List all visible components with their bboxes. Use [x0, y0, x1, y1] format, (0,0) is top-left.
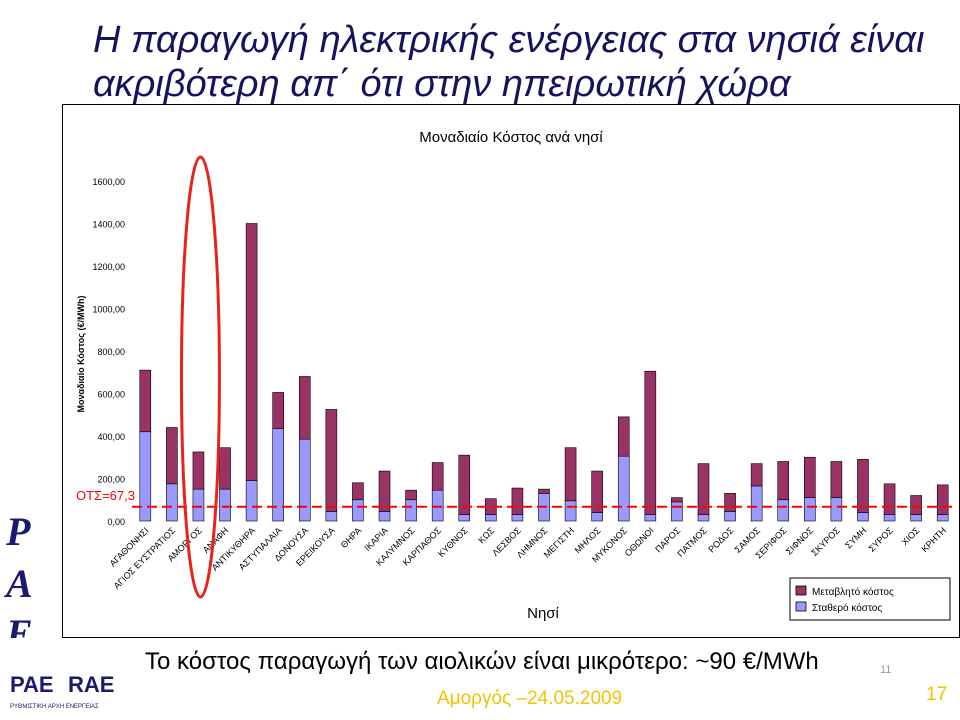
bar-fixed-cost: [724, 511, 736, 522]
y-tick-label: 1400,00: [92, 220, 125, 230]
legend: Μεταβλητό κόστος Σταθερό κόστος: [789, 577, 951, 621]
y-tick-label: 200,00: [97, 475, 125, 485]
bar-fixed-cost: [431, 489, 444, 522]
unit-cost-chart: Μοναδιαίο Κόστος ανά νησί Μοναδιαίο Κόστ…: [62, 104, 960, 638]
y-tick-label: 1000,00: [92, 305, 125, 315]
page-number: 17: [926, 684, 948, 705]
legend-swatch-fixed: [795, 601, 807, 612]
bar-variable-cost: [910, 495, 922, 515]
bar-fixed-cost: [910, 514, 922, 522]
bar-fixed-cost: [617, 455, 630, 522]
bar-fixed-cost: [192, 488, 205, 522]
bar-fixed-cost: [352, 499, 364, 522]
bar-variable-cost: [617, 416, 630, 457]
chart-border: [62, 104, 960, 638]
y-tick-label: 400,00: [97, 432, 125, 442]
bar-variable-cost: [272, 392, 284, 429]
wind-cost-note: Το κόστος παραγωγή των αιολικών είναι μι…: [145, 648, 819, 675]
bar-variable-cost: [830, 461, 843, 498]
bar-variable-cost: [511, 487, 524, 515]
bar-variable-cost: [883, 483, 896, 515]
logo-text-right: RAE: [68, 672, 114, 697]
title-bar: [62, 0, 960, 104]
bar-variable-cost: [857, 459, 869, 513]
y-axis-label: Μοναδιαίο Κόστος (€/MWh): [76, 296, 86, 413]
slide-title: Η παραγωγή ηλεκτρικής ενέργειας στα νησι…: [93, 19, 925, 105]
chart-title: Μοναδιαίο Κόστος ανά νησί: [419, 129, 603, 146]
bar-variable-cost: [405, 489, 417, 501]
bar-variable-cost: [378, 470, 391, 512]
x-axis-label: Νησί: [527, 605, 559, 622]
y-tick-label: 1200,00: [92, 262, 125, 272]
bar-fixed-cost: [671, 501, 683, 522]
highlight-ellipse: [179, 155, 221, 599]
footer: [0, 638, 960, 720]
bar-fixed-cost: [485, 514, 497, 522]
bar-fixed-cost: [245, 480, 258, 522]
footer-date: Αμοργός –24.05.2009: [437, 688, 623, 709]
bar-variable-cost: [298, 376, 311, 440]
bar-variable-cost: [750, 463, 763, 487]
bar-variable-cost: [644, 370, 657, 515]
bar-fixed-cost: [830, 497, 843, 522]
bar-variable-cost: [352, 482, 364, 501]
legend-box: [789, 577, 951, 621]
brand-letter-a: A: [6, 561, 33, 606]
bar-fixed-cost: [697, 514, 710, 522]
bar-fixed-cost: [644, 514, 657, 522]
ots-label: ΟΤΣ=67,3: [76, 488, 135, 503]
bar-variable-cost: [804, 456, 816, 498]
y-tick-label: 1600,00: [92, 177, 125, 187]
bar-fixed-cost: [936, 514, 949, 522]
legend-label-fixed: Σταθερό κόστος: [812, 602, 882, 614]
bar-variable-cost: [458, 454, 471, 515]
bar-variable-cost: [671, 497, 683, 503]
bar-fixed-cost: [511, 514, 524, 522]
bar-fixed-cost: [405, 499, 417, 522]
brand-letter-p: P: [6, 509, 31, 554]
bar-fixed-cost: [298, 438, 311, 522]
bar-variable-cost: [431, 462, 444, 491]
bar-fixed-cost: [564, 500, 577, 522]
y-tick-label: 600,00: [97, 390, 125, 400]
bar-fixed-cost: [857, 512, 869, 522]
bar-variable-cost: [538, 488, 550, 494]
legend-swatch-variable: [795, 585, 807, 596]
bars: [139, 223, 949, 522]
left-brand-strip: P A E: [0, 0, 62, 720]
bar-fixed-cost: [591, 512, 603, 522]
bar-fixed-cost: [378, 511, 391, 522]
y-tick-label: 0,00: [107, 517, 125, 527]
bar-fixed-cost: [166, 483, 178, 522]
bar-fixed-cost: [219, 488, 231, 522]
bar-variable-cost: [591, 470, 603, 513]
bar-variable-cost: [219, 447, 231, 490]
bar-fixed-cost: [777, 499, 790, 522]
bar-fixed-cost: [883, 514, 896, 522]
chart-area: Μοναδιαίο Κόστος ανά νησί Μοναδιαίο Κόστ…: [62, 104, 960, 638]
bar-variable-cost: [724, 493, 736, 512]
bar-variable-cost: [192, 451, 205, 490]
bar-fixed-cost: [458, 514, 471, 522]
bar-variable-cost: [166, 427, 178, 485]
rae-logo: PAE RAE ΡΥΘΜΙΣΤΙΚΗ ΑΡΧΗ ΕΝΕΡΓΕΙΑΣ: [6, 664, 124, 714]
bar-fixed-cost: [325, 511, 338, 522]
bar-fixed-cost: [804, 497, 816, 522]
y-axis-ticks: 0,00 200,00 400,00 600,00 800,00 1000,00 1200,…: [92, 177, 125, 527]
bar-variable-cost: [777, 461, 790, 501]
bar-fixed-cost: [750, 485, 763, 522]
bar-variable-cost: [564, 447, 577, 502]
logo-text-left: PAE: [10, 672, 54, 697]
slide-small-number: 11: [880, 664, 892, 676]
logo-subtitle: ΡΥΘΜΙΣΤΙΚΗ ΑΡΧΗ ΕΝΕΡΓΕΙΑΣ: [10, 704, 99, 710]
bar-variable-cost: [325, 409, 338, 512]
bar-variable-cost: [936, 484, 949, 515]
bar-variable-cost: [245, 223, 258, 481]
bar-variable-cost: [697, 463, 710, 515]
bar-variable-cost: [139, 369, 152, 433]
legend-label-variable: Μεταβλητό κόστος: [812, 586, 894, 598]
y-tick-label: 800,00: [97, 347, 125, 357]
